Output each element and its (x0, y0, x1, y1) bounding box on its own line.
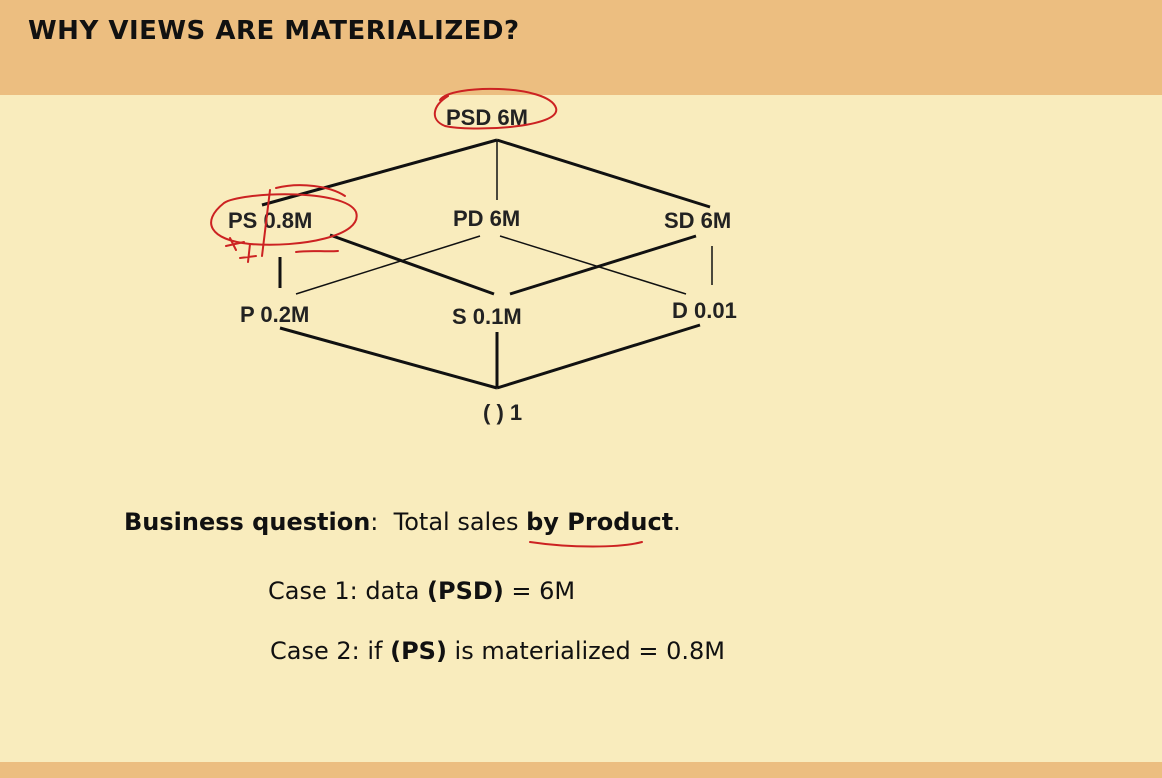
question-text: Total sales (393, 508, 527, 536)
case-1-line: Case 1: data (PSD) = 6M (268, 577, 575, 605)
header-bar: WHY VIEWS ARE MATERIALIZED? (0, 0, 1162, 95)
node-d: D 0.01 (672, 298, 737, 323)
question-label: Business question (124, 508, 371, 536)
underline-product-annotation (529, 541, 643, 548)
node-s: S 0.1M (452, 304, 522, 329)
question-period: . (673, 508, 681, 536)
node-p: P 0.2M (240, 302, 309, 327)
edge-pd-p (295, 235, 481, 295)
circle-psd-annotation (433, 87, 558, 130)
divider-stroke-annotation (261, 189, 271, 257)
edge-sd-s (509, 234, 697, 296)
case2-prefix: Case 2: if (270, 637, 391, 665)
case-2-line: Case 2: if (PS) is materialized = 0.8M (270, 637, 725, 665)
edge-p-none (279, 326, 498, 390)
node-sd: SD 6M (664, 208, 731, 233)
slide-title: WHY VIEWS ARE MATERIALIZED? (28, 16, 520, 46)
node-ps: PS 0.8M (228, 208, 312, 233)
edge-ps-s (329, 233, 495, 296)
handwritten-annotations (210, 87, 643, 548)
underline-ps-annotation (295, 250, 339, 253)
footer-bar (0, 762, 1162, 778)
case1-bold: (PSD) (427, 577, 504, 605)
case1-prefix: Case 1: data (268, 577, 428, 605)
scribble-annotation (225, 237, 257, 263)
edge-psd-sd (496, 138, 711, 209)
box-top-annotation (275, 184, 346, 197)
edge-d-none (496, 323, 701, 390)
case2-bold: (PS) (390, 637, 447, 665)
lattice-edges (261, 138, 713, 390)
edge-pd-d (499, 235, 687, 295)
business-question: Business question: Total sales by Produc… (124, 508, 681, 536)
question-colon: : (370, 508, 379, 536)
node-pd: PD 6M (453, 206, 520, 231)
question-emphasis: by Product (526, 508, 674, 536)
case2-suffix: is materialized = 0.8M (446, 637, 726, 665)
case1-suffix: = 6M (503, 577, 576, 605)
circle-ps-annotation (210, 193, 358, 246)
node-none: ( ) 1 (483, 400, 522, 425)
